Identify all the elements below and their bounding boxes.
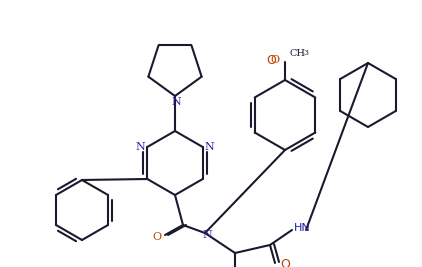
Text: O: O xyxy=(280,258,290,267)
Text: N: N xyxy=(202,230,212,240)
Text: N: N xyxy=(135,142,145,152)
Text: CH: CH xyxy=(290,49,306,58)
Text: O: O xyxy=(266,53,276,66)
Text: 3: 3 xyxy=(303,49,308,57)
Text: N: N xyxy=(171,97,181,107)
Text: N: N xyxy=(205,142,215,152)
Text: O: O xyxy=(152,232,162,242)
Text: HN: HN xyxy=(294,223,311,233)
Text: O: O xyxy=(271,55,279,65)
